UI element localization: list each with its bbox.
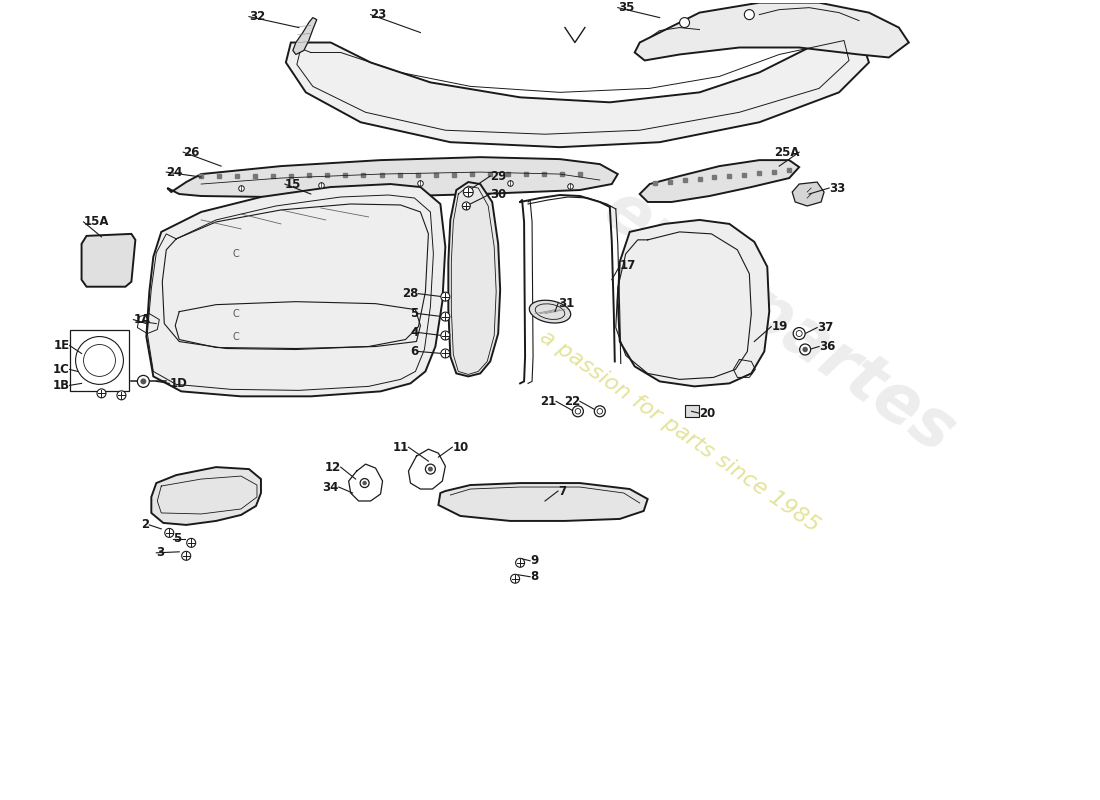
- Text: 25A: 25A: [773, 146, 800, 158]
- Text: 28: 28: [403, 287, 418, 300]
- Text: 4: 4: [410, 326, 418, 339]
- Text: C: C: [233, 249, 240, 259]
- Circle shape: [597, 409, 603, 414]
- Circle shape: [510, 574, 519, 583]
- Text: 6: 6: [410, 345, 418, 358]
- Text: 5: 5: [174, 532, 182, 546]
- Text: 30: 30: [491, 187, 506, 201]
- Circle shape: [441, 312, 450, 321]
- Bar: [69, 330, 130, 391]
- Text: 31: 31: [558, 297, 574, 310]
- Circle shape: [138, 375, 150, 387]
- Text: 22: 22: [563, 395, 580, 408]
- Circle shape: [182, 551, 190, 560]
- Text: C: C: [233, 309, 240, 318]
- Text: 35: 35: [618, 1, 634, 14]
- Circle shape: [441, 331, 450, 340]
- Circle shape: [362, 481, 367, 486]
- Text: 21: 21: [540, 395, 556, 408]
- Text: 2: 2: [141, 518, 150, 531]
- Text: 11: 11: [393, 441, 408, 454]
- Polygon shape: [152, 467, 261, 525]
- Circle shape: [572, 406, 583, 417]
- Polygon shape: [286, 33, 869, 147]
- Circle shape: [360, 478, 370, 487]
- Polygon shape: [449, 182, 500, 377]
- Text: 34: 34: [322, 481, 339, 494]
- Polygon shape: [293, 18, 317, 54]
- Text: 12: 12: [324, 461, 341, 474]
- Text: 1A: 1A: [133, 313, 151, 326]
- Circle shape: [426, 464, 436, 474]
- Polygon shape: [167, 157, 618, 197]
- Circle shape: [97, 389, 106, 398]
- Circle shape: [187, 538, 196, 547]
- Circle shape: [680, 18, 690, 27]
- Text: 5: 5: [410, 307, 418, 320]
- Text: a passion for parts since 1985: a passion for parts since 1985: [536, 326, 823, 536]
- Text: 24: 24: [166, 166, 183, 178]
- Circle shape: [745, 10, 755, 19]
- Text: 26: 26: [184, 146, 199, 158]
- Circle shape: [441, 292, 450, 301]
- Circle shape: [575, 409, 581, 414]
- Text: 17: 17: [619, 259, 636, 272]
- Text: 37: 37: [817, 321, 834, 334]
- Text: 20: 20: [700, 406, 716, 420]
- Polygon shape: [146, 184, 446, 396]
- Text: 33: 33: [829, 182, 845, 194]
- Circle shape: [800, 344, 811, 355]
- Text: 1C: 1C: [53, 363, 69, 376]
- Polygon shape: [792, 182, 824, 206]
- Circle shape: [462, 202, 471, 210]
- Text: 8: 8: [530, 570, 538, 583]
- Polygon shape: [640, 160, 800, 202]
- Ellipse shape: [529, 300, 571, 323]
- Polygon shape: [618, 220, 769, 386]
- Text: 19: 19: [771, 320, 788, 333]
- Text: 9: 9: [530, 554, 538, 567]
- Circle shape: [796, 330, 802, 337]
- Polygon shape: [439, 483, 648, 521]
- Bar: [684, 406, 699, 418]
- Circle shape: [793, 327, 805, 339]
- Circle shape: [165, 529, 174, 538]
- Polygon shape: [635, 2, 909, 61]
- Circle shape: [463, 187, 473, 197]
- Text: 7: 7: [558, 485, 566, 498]
- Circle shape: [117, 391, 125, 400]
- Text: europartes: europartes: [591, 176, 968, 467]
- Circle shape: [441, 349, 450, 358]
- Text: 1E: 1E: [54, 339, 69, 352]
- Text: 36: 36: [820, 340, 836, 353]
- Circle shape: [428, 466, 433, 471]
- Circle shape: [141, 378, 146, 384]
- Circle shape: [802, 346, 807, 352]
- Text: 23: 23: [371, 8, 387, 21]
- Circle shape: [594, 406, 605, 417]
- Text: C: C: [233, 331, 240, 342]
- Text: 15A: 15A: [84, 215, 109, 229]
- Polygon shape: [81, 234, 135, 286]
- Text: 32: 32: [249, 10, 265, 23]
- Text: 3: 3: [156, 546, 164, 559]
- Text: 29: 29: [491, 170, 507, 182]
- Circle shape: [516, 558, 525, 567]
- Text: 1D: 1D: [169, 377, 187, 390]
- Text: 1B: 1B: [53, 379, 69, 392]
- Text: 10: 10: [452, 441, 469, 454]
- Text: 15: 15: [285, 178, 301, 190]
